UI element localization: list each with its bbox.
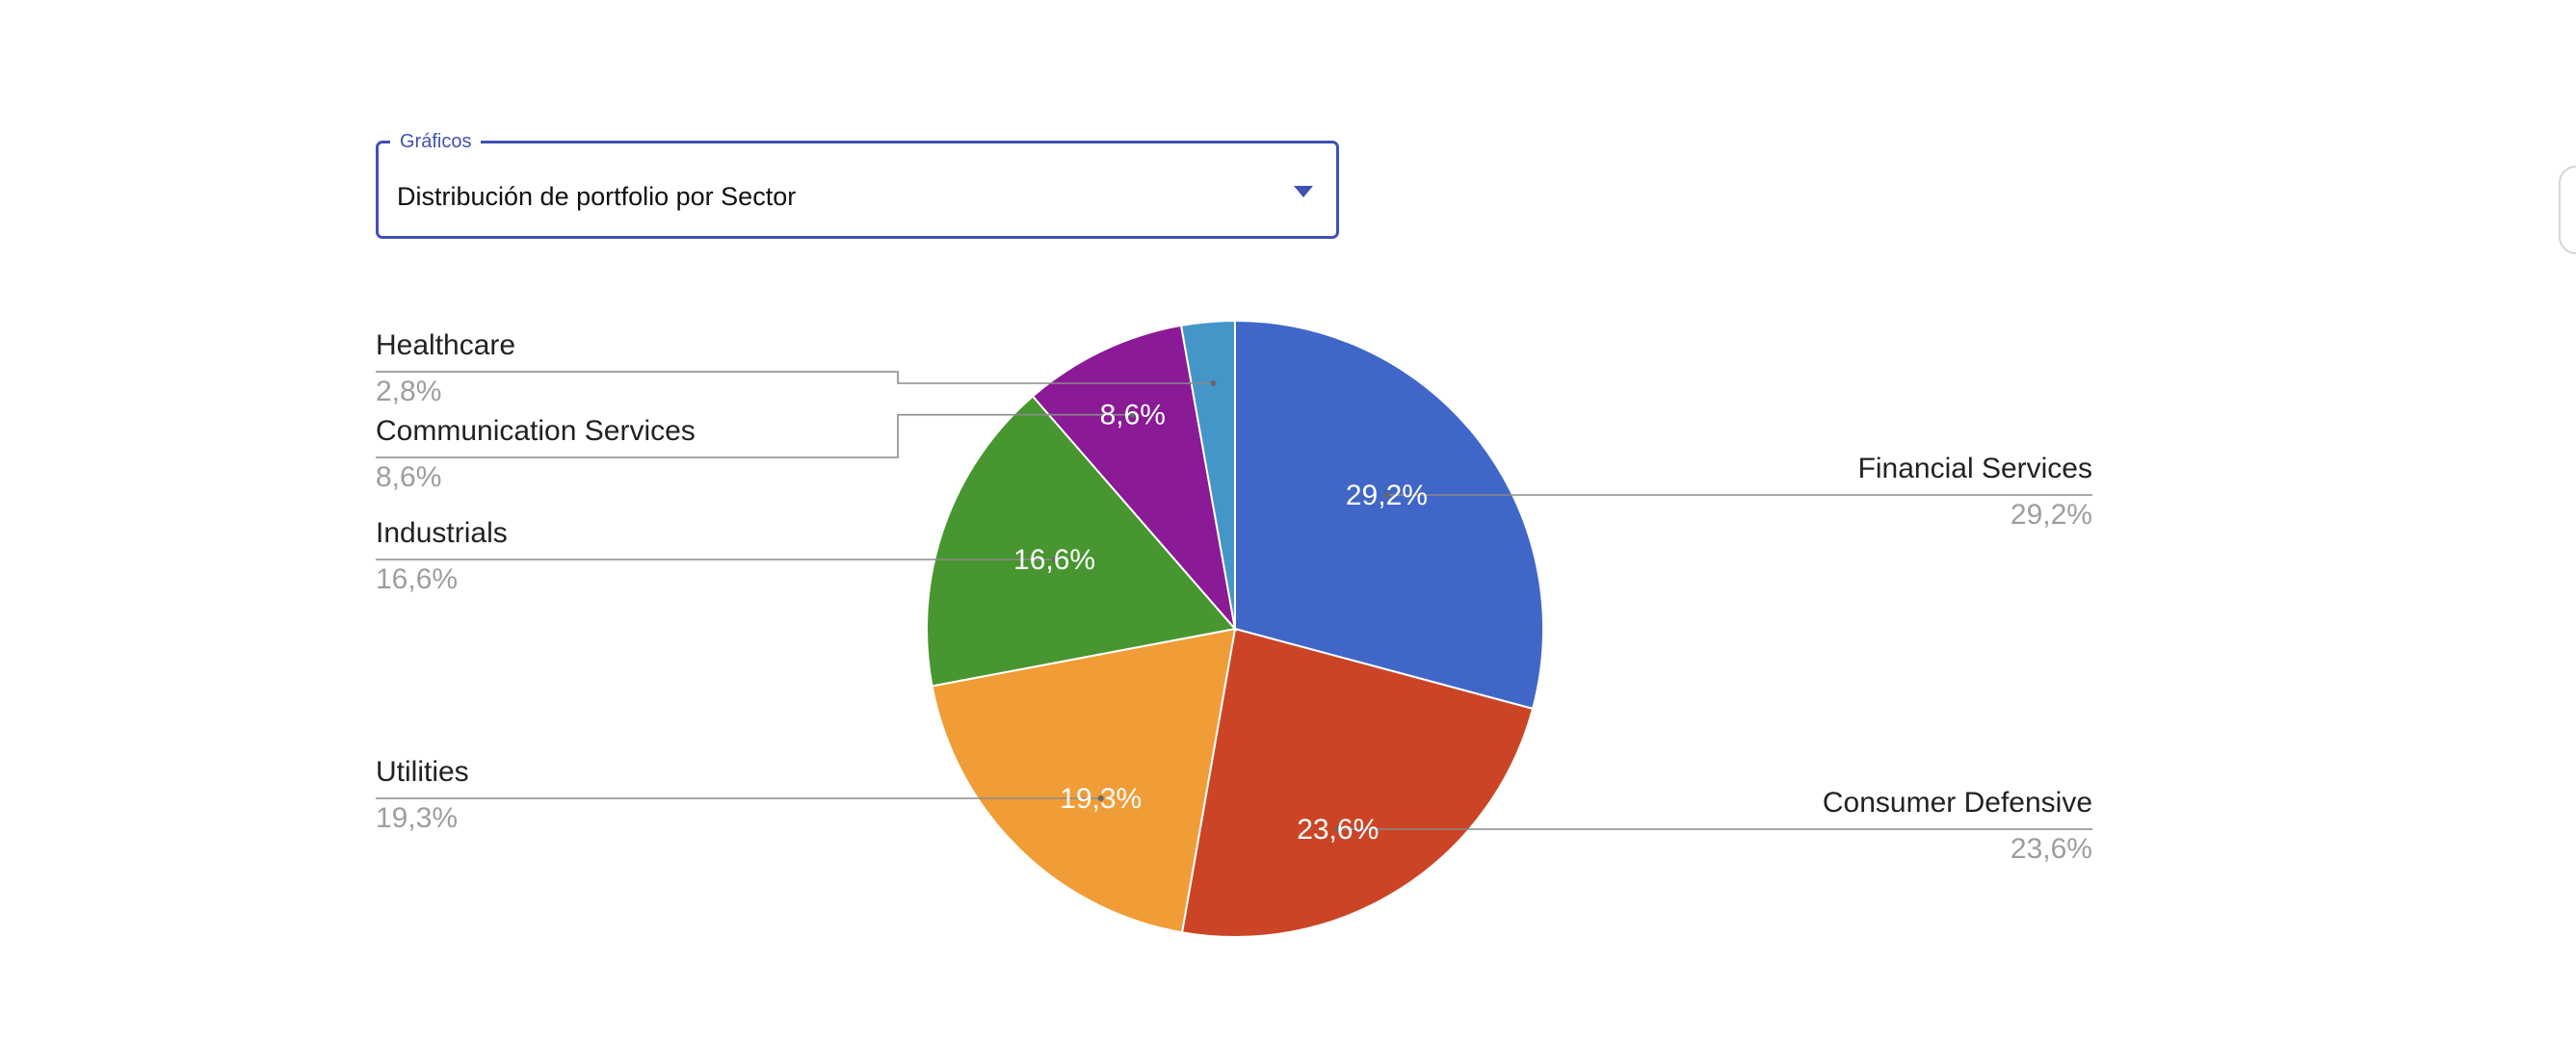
pie-slice-consumer-defensive[interactable] <box>1180 627 1535 938</box>
leader-dot <box>1129 411 1136 418</box>
pie-slice-utilities[interactable] <box>931 627 1237 934</box>
category-percent: 23,6% <box>2011 833 2092 865</box>
slice-value-label: 19,3% <box>1060 783 1142 815</box>
leader-dot <box>1210 379 1217 386</box>
leader-dot <box>1383 492 1390 498</box>
slice-value-label: 16,6% <box>1013 544 1095 576</box>
category-percent: 29,2% <box>2011 499 2092 531</box>
chart-selector-label: Gráficos <box>390 130 482 153</box>
category-label: Financial Services <box>1858 453 2092 484</box>
category-label: Communication Services <box>376 415 696 447</box>
leader-dot <box>1051 557 1058 562</box>
chart-selector[interactable]: Gráficos Distribución de portfolio por S… <box>376 130 1339 239</box>
pie-slice-healthcare[interactable] <box>1179 319 1236 630</box>
category-percent: 19,3% <box>376 802 458 834</box>
category-percent: 8,6% <box>376 461 441 493</box>
slice-value-label: 8,6% <box>1100 400 1166 431</box>
slice-labels: 29,2% 23,6% 19,3% 16,6% 8,6% <box>1013 400 1428 846</box>
leader-line <box>376 371 1214 384</box>
leader-dot <box>1334 826 1341 832</box>
category-label: Utilities <box>376 756 469 788</box>
slice-value-label: 23,6% <box>1297 814 1379 846</box>
leader-lines <box>376 371 2092 832</box>
dropdown-arrow-icon[interactable] <box>1294 186 1313 197</box>
chart-selector-value: Distribución de portfolio por Sector <box>397 182 797 211</box>
category-label: Industrials <box>376 517 508 549</box>
pie-slice-industrials[interactable] <box>926 395 1237 688</box>
pie-slice-communication-services[interactable] <box>1031 324 1237 633</box>
outer-labels: Financial Services 29,2% Consumer Defensiv… <box>376 329 2092 865</box>
leader-dot <box>1097 795 1104 801</box>
category-percent: 2,8% <box>376 376 441 407</box>
leader-line <box>376 413 1133 458</box>
category-percent: 16,6% <box>376 563 458 595</box>
slice-value-label: 29,2% <box>1346 480 1428 511</box>
pie-slices <box>926 319 1544 938</box>
pie-slice-financial-services[interactable] <box>1234 319 1544 711</box>
category-label: Consumer Defensive <box>1823 787 2092 819</box>
category-label: Healthcare <box>376 329 515 361</box>
